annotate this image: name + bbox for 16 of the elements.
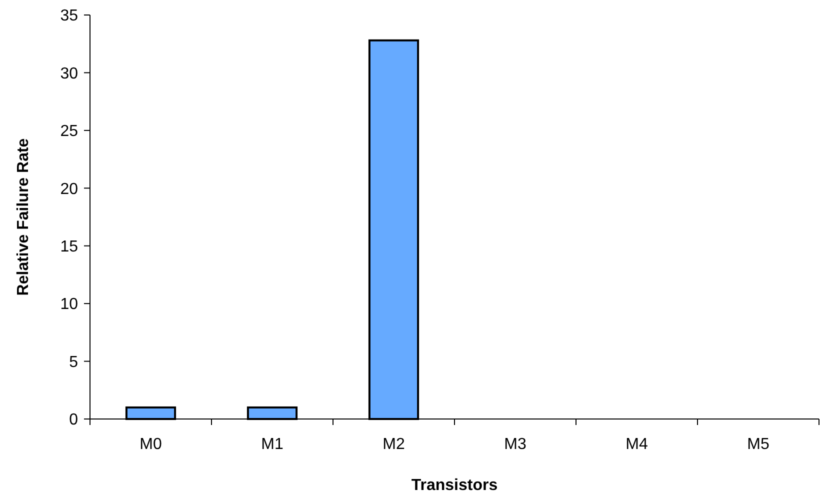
x-tick-label: M3: [504, 436, 526, 453]
y-axis-title: Relative Failure Rate: [15, 138, 32, 296]
x-tick-label: M0: [140, 436, 162, 453]
y-tick-label: 0: [69, 412, 78, 429]
x-tick-label: M1: [261, 436, 284, 453]
x-tick-label: M4: [626, 436, 648, 453]
y-tick-label: 25: [60, 123, 78, 140]
y-tick-label: 15: [60, 238, 78, 256]
x-axis-title: Transistors: [411, 477, 498, 494]
y-tick-label: 35: [60, 8, 78, 25]
x-tick-label: M2: [382, 436, 405, 453]
y-tick-label: 10: [60, 296, 78, 314]
y-tick-label: 5: [69, 354, 78, 371]
y-tick-label: 20: [60, 180, 78, 198]
x-tick-label: M5: [747, 436, 770, 453]
y-tick-label: 30: [60, 65, 78, 82]
